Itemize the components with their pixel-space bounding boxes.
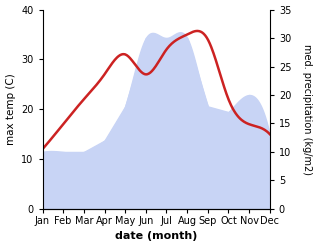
Y-axis label: med. precipitation (kg/m2): med. precipitation (kg/m2)	[302, 44, 313, 175]
Y-axis label: max temp (C): max temp (C)	[5, 73, 16, 145]
X-axis label: date (month): date (month)	[115, 231, 197, 242]
